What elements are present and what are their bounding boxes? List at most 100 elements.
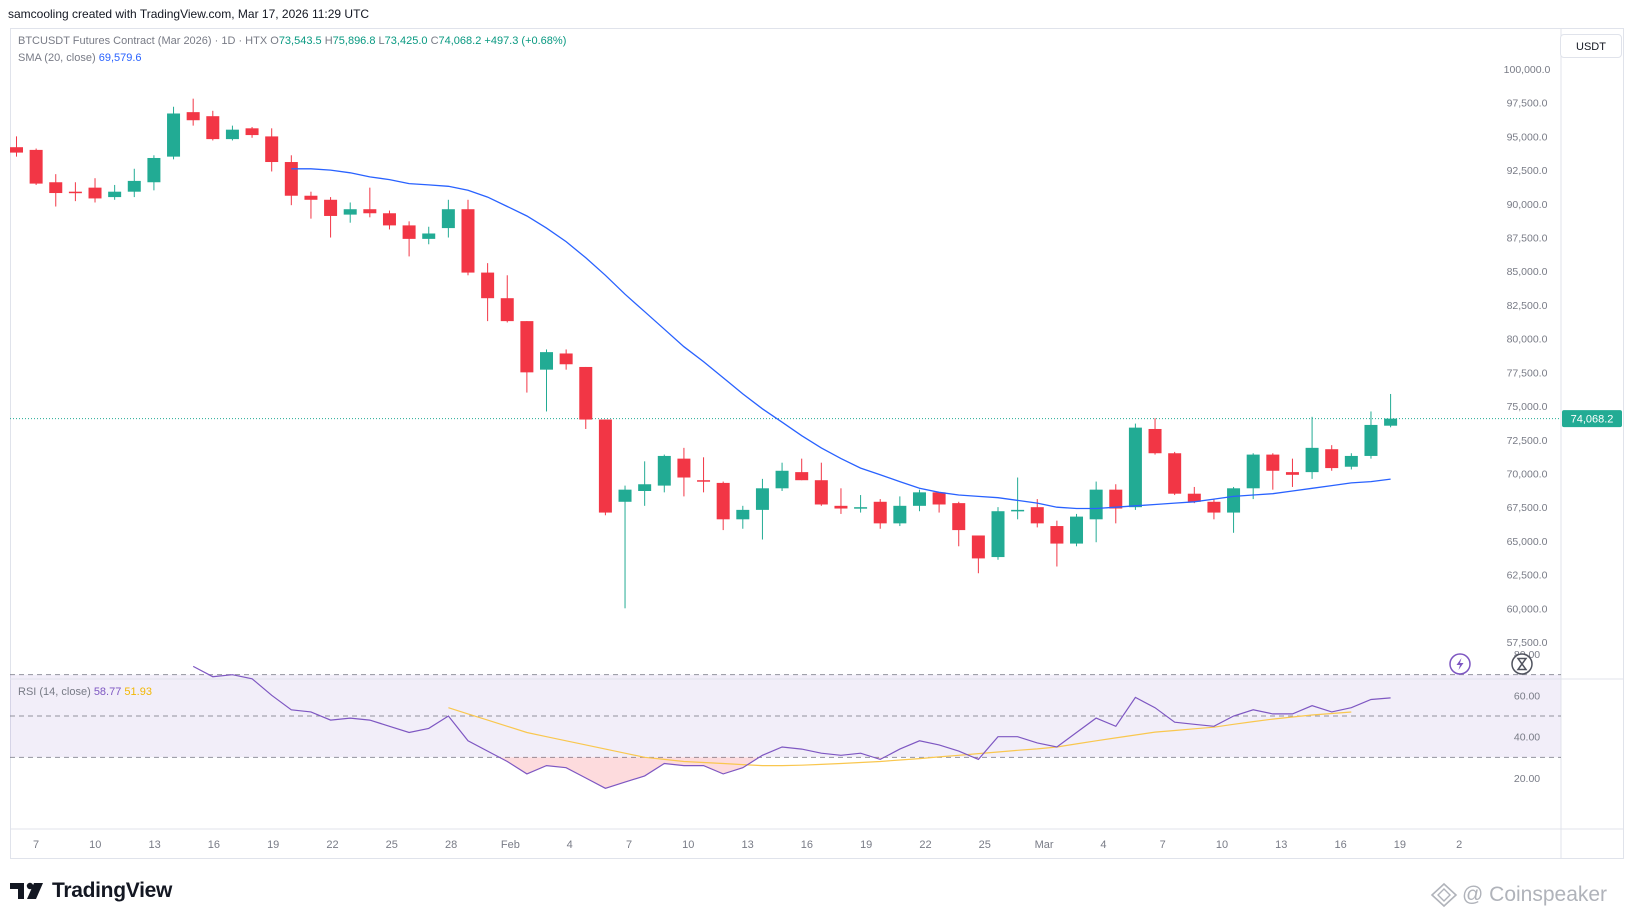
candle-body	[343, 209, 357, 215]
candle[interactable]	[814, 462, 828, 506]
candle[interactable]	[834, 488, 848, 514]
candle[interactable]	[971, 535, 985, 574]
candle[interactable]	[245, 126, 259, 138]
candle[interactable]	[893, 496, 907, 527]
candle[interactable]	[88, 178, 102, 203]
candle[interactable]	[108, 184, 122, 200]
candle[interactable]	[1070, 513, 1084, 547]
candle[interactable]	[1128, 423, 1142, 510]
candle[interactable]	[1207, 499, 1221, 520]
candle[interactable]	[225, 125, 239, 141]
candle[interactable]	[697, 457, 711, 493]
candle[interactable]	[461, 199, 475, 276]
candle[interactable]	[598, 419, 612, 516]
candle[interactable]	[1050, 520, 1064, 567]
candle[interactable]	[481, 263, 495, 322]
candle[interactable]	[1089, 481, 1103, 543]
candle[interactable]	[1109, 484, 1123, 524]
candle[interactable]	[1305, 416, 1319, 479]
candle[interactable]	[1011, 477, 1025, 520]
candle[interactable]	[441, 199, 455, 238]
candle[interactable]	[49, 174, 63, 207]
symbol-legend: BTCUSDT Futures Contract (Mar 2026) · 1D…	[18, 35, 566, 47]
candle[interactable]	[618, 485, 632, 609]
rsi-tick-label: 20.00	[1514, 773, 1540, 785]
candle[interactable]	[991, 507, 1005, 560]
candle[interactable]	[304, 191, 318, 219]
symbol-name[interactable]: BTCUSDT Futures Contract (Mar 2026) · 1D…	[18, 35, 268, 47]
candle[interactable]	[559, 349, 573, 370]
chart-frame[interactable]	[10, 28, 1624, 859]
candle[interactable]	[1030, 499, 1044, 528]
candle[interactable]	[147, 155, 161, 191]
candle[interactable]	[1227, 486, 1241, 533]
candle[interactable]	[68, 182, 82, 202]
candle[interactable]	[579, 366, 593, 429]
candle[interactable]	[206, 110, 220, 141]
candle[interactable]	[755, 478, 769, 540]
candle[interactable]	[500, 275, 514, 323]
candle[interactable]	[284, 155, 298, 206]
high-label: H	[324, 35, 333, 47]
price-tick-label: 60,000.0	[1507, 603, 1548, 615]
candle[interactable]	[932, 492, 946, 513]
candle-body	[1285, 472, 1299, 475]
candle[interactable]	[795, 458, 809, 481]
time-tick-label: 25	[979, 839, 991, 851]
candle[interactable]	[1148, 418, 1162, 455]
candle[interactable]	[1168, 451, 1182, 496]
candle[interactable]	[1325, 445, 1339, 471]
last-price-tag: 74,068.2	[1562, 410, 1622, 428]
candle[interactable]	[677, 447, 691, 497]
candle[interactable]	[1266, 453, 1280, 490]
candle[interactable]	[520, 321, 534, 393]
candle[interactable]	[854, 495, 868, 513]
candle[interactable]	[952, 501, 966, 547]
candle-body	[1246, 454, 1260, 489]
candle[interactable]	[1285, 458, 1299, 487]
rsi-legend[interactable]: RSI (14, close) 58.77 51.93	[18, 686, 152, 698]
price-tick-label: 80,000.0	[1507, 334, 1548, 346]
candle[interactable]	[1246, 453, 1260, 500]
candle[interactable]	[775, 462, 789, 491]
candle[interactable]	[363, 187, 377, 218]
candle[interactable]	[716, 481, 730, 531]
candle[interactable]	[402, 221, 416, 257]
candle[interactable]	[265, 128, 279, 172]
candle[interactable]	[1364, 411, 1378, 459]
time-tick-label: 22	[919, 839, 931, 851]
lightning-icon[interactable]	[1449, 653, 1471, 675]
candle[interactable]	[167, 106, 181, 160]
price-tick-label: 77,500.0	[1507, 367, 1548, 379]
currency-button[interactable]: USDT	[1560, 34, 1622, 58]
candle[interactable]	[1187, 486, 1201, 504]
candle-body	[1227, 488, 1241, 513]
candle[interactable]	[657, 454, 671, 493]
time-tick-label: 19	[267, 839, 279, 851]
hourglass-icon[interactable]	[1511, 653, 1533, 675]
candle[interactable]	[540, 349, 554, 412]
candle[interactable]	[736, 505, 750, 529]
rsi-bands	[10, 674, 1561, 758]
candle[interactable]	[324, 197, 338, 238]
candle[interactable]	[343, 202, 357, 223]
candle[interactable]	[1344, 453, 1358, 470]
tradingview-logo[interactable]: TradingView	[10, 878, 172, 904]
candle[interactable]	[422, 226, 436, 245]
candle-body	[1050, 526, 1064, 544]
candle[interactable]	[912, 489, 926, 512]
candle[interactable]	[873, 499, 887, 529]
candle[interactable]	[186, 98, 200, 126]
price-tick-label: 85,000.0	[1507, 266, 1548, 278]
candle[interactable]	[1384, 393, 1398, 428]
candle[interactable]	[29, 148, 43, 185]
price-tick-label: 65,000.0	[1507, 536, 1548, 548]
candle[interactable]	[382, 210, 396, 230]
candle[interactable]	[127, 168, 141, 198]
price-tick-label: 97,500.0	[1507, 98, 1548, 110]
candle[interactable]	[10, 136, 23, 157]
candle-body	[1187, 493, 1201, 502]
sma-legend[interactable]: SMA (20, close) 69,579.6	[18, 52, 142, 64]
candle[interactable]	[638, 461, 652, 506]
